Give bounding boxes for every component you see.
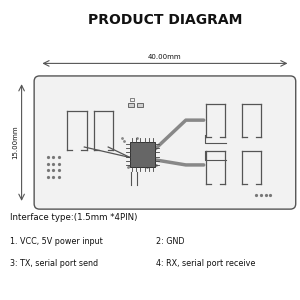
Text: 15.00mm: 15.00mm	[13, 126, 19, 159]
FancyBboxPatch shape	[34, 76, 296, 209]
Text: 1. VCC, 5V power input: 1. VCC, 5V power input	[10, 237, 102, 246]
Text: PRODUCT DIAGRAM: PRODUCT DIAGRAM	[88, 13, 242, 27]
Text: 4: RX, serial port receive: 4: RX, serial port receive	[156, 259, 255, 268]
Bar	[128, 103, 134, 107]
Bar	[130, 142, 155, 167]
Bar	[136, 103, 143, 107]
Bar	[130, 98, 134, 101]
Text: Interface type:(1.5mm *4PIN): Interface type:(1.5mm *4PIN)	[10, 213, 137, 222]
Text: 40.00mm: 40.00mm	[148, 54, 182, 60]
Text: 3: TX, serial port send: 3: TX, serial port send	[10, 259, 98, 268]
Text: 2: GND: 2: GND	[156, 237, 184, 246]
